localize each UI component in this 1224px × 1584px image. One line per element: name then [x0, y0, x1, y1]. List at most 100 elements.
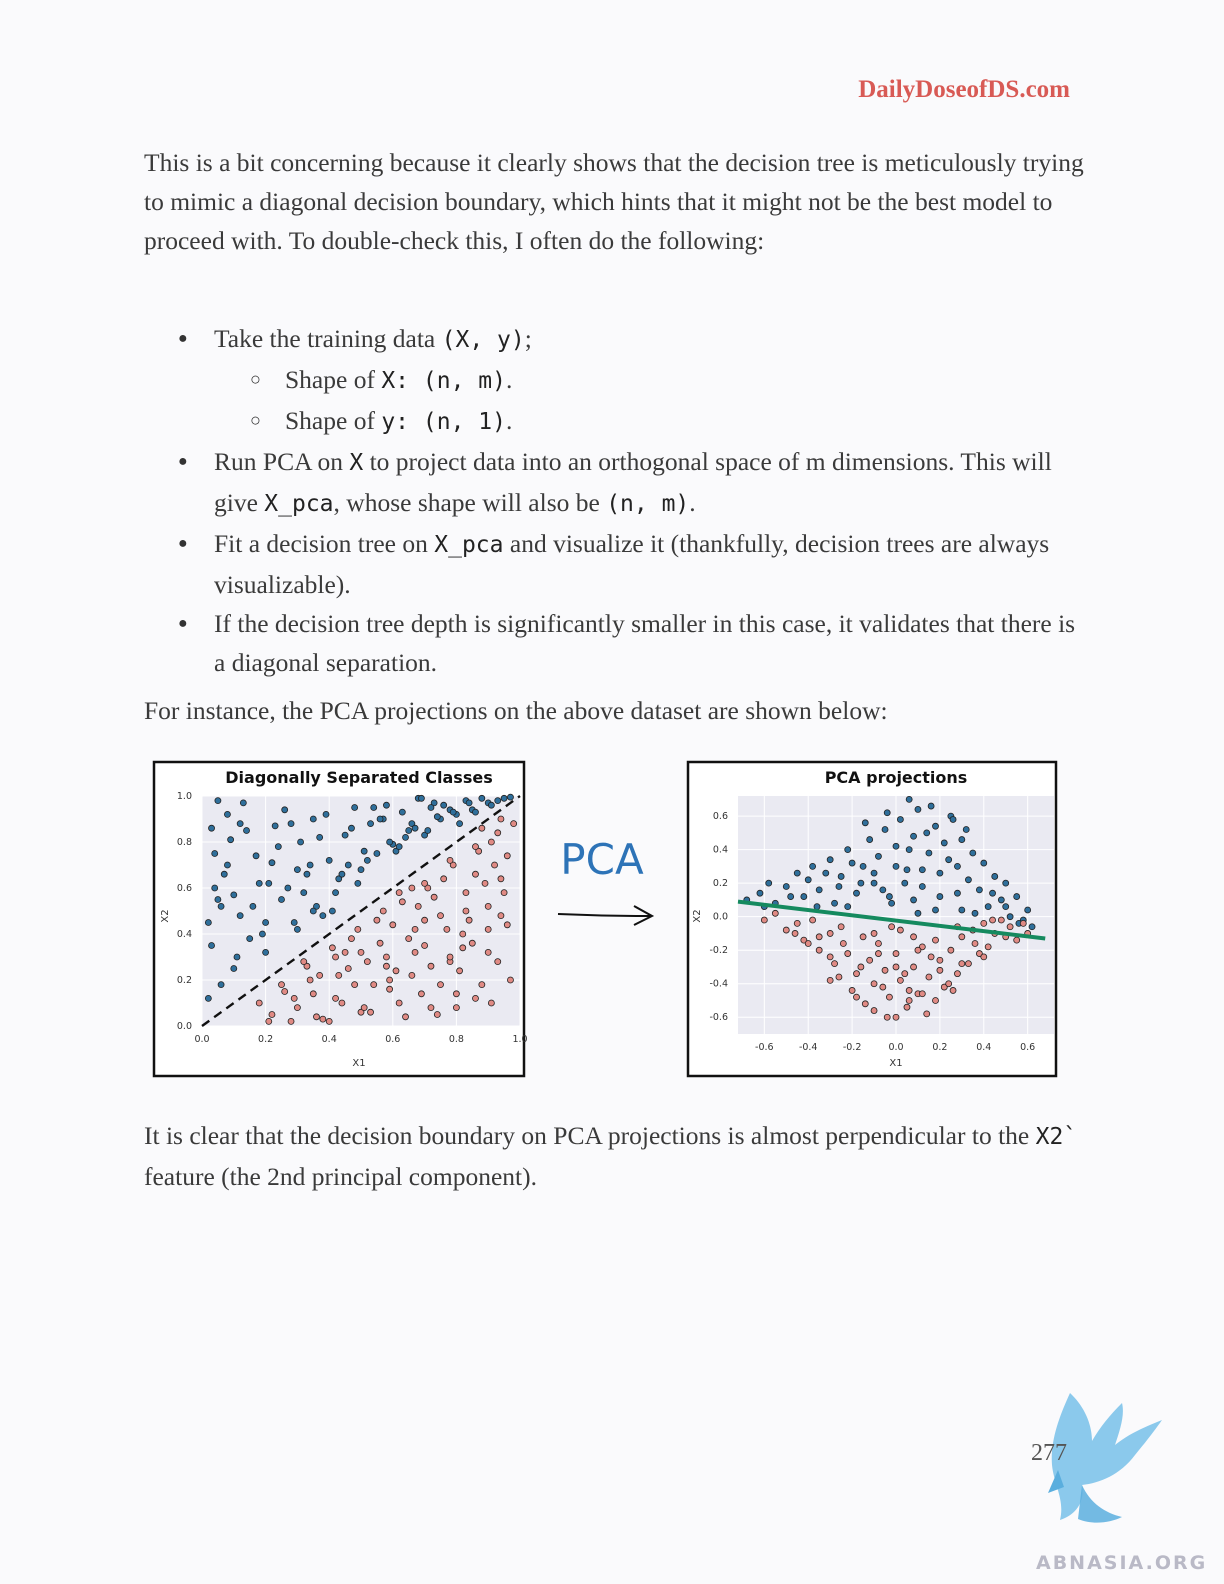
data-point-blue: [344, 861, 352, 869]
abnasia-logo-icon: [1048, 1393, 1162, 1523]
data-point-blue: [886, 893, 893, 900]
data-point-blue: [360, 847, 368, 855]
data-point-blue: [870, 869, 878, 877]
data-point-red: [303, 962, 311, 970]
data-point-red: [484, 902, 492, 910]
data-point-red: [791, 930, 799, 937]
data-point-blue: [421, 831, 429, 839]
data-point-blue: [954, 889, 961, 897]
data-point-blue: [297, 838, 304, 846]
data-point-blue: [418, 794, 425, 802]
data-point-red: [826, 953, 834, 961]
data-point-red: [861, 1000, 869, 1008]
list-item: Fit a decision tree on X_pca and visuali…: [176, 524, 1076, 604]
x-tick-label: 0.4: [976, 1042, 991, 1053]
y-tick-label: 0.0: [713, 912, 728, 923]
data-point-blue: [945, 856, 953, 864]
data-point-blue: [268, 859, 276, 867]
data-point-blue: [472, 808, 479, 816]
data-point-blue: [809, 862, 817, 870]
y-tick-label: -0.2: [709, 945, 728, 956]
data-point-red: [255, 999, 263, 1007]
data-point-red: [947, 946, 955, 954]
data-point-blue: [857, 879, 865, 887]
data-point-blue: [914, 909, 922, 917]
data-point-red: [839, 940, 847, 947]
x-tick-label: -0.4: [799, 1042, 818, 1053]
data-point-blue: [925, 849, 933, 857]
data-point-blue: [313, 902, 320, 910]
data-point-red: [503, 852, 511, 860]
data-point-blue: [262, 948, 269, 956]
data-point-red: [472, 843, 479, 850]
data-point-red: [892, 963, 900, 971]
data-point-red: [793, 919, 801, 927]
list-item: If the decision tree depth is significan…: [176, 604, 1076, 682]
site-name: DailyDoseofDS.com: [858, 76, 1070, 103]
x-tick-label: 0.2: [258, 1034, 273, 1045]
data-point-blue: [208, 824, 215, 832]
data-point-blue: [954, 862, 961, 870]
data-point-blue: [354, 879, 362, 887]
data-point-blue: [813, 903, 821, 911]
data-point-blue: [844, 846, 852, 854]
data-point-blue: [383, 801, 390, 809]
data-point-blue: [844, 903, 852, 911]
data-point-blue: [494, 797, 502, 804]
data-point-red: [782, 926, 790, 934]
data-point-blue: [290, 919, 298, 926]
data-point-blue: [923, 829, 931, 837]
data-point-red: [348, 935, 355, 943]
data-point-red: [910, 963, 917, 971]
data-point-red: [905, 997, 913, 1004]
data-point-red: [927, 953, 935, 961]
data-point-red: [835, 973, 843, 981]
data-point-blue: [265, 879, 273, 887]
data-point-red: [465, 916, 473, 924]
data-point-blue: [826, 856, 834, 864]
x-tick-label: 0.2: [932, 1042, 947, 1053]
data-point-blue: [888, 899, 896, 907]
data-point-red: [771, 909, 779, 917]
x-tick-label: 0.0: [194, 1034, 209, 1045]
data-point-red: [395, 889, 403, 897]
data-point-red: [341, 948, 349, 956]
data-point-blue: [822, 869, 830, 877]
data-point-blue: [958, 836, 966, 843]
data-point-blue: [357, 866, 365, 873]
x-tick-label: 0.8: [449, 1034, 464, 1045]
data-point-blue: [224, 861, 231, 869]
data-point-red: [888, 923, 896, 931]
data-point-red: [430, 893, 438, 901]
data-point-red: [411, 925, 419, 933]
data-point-red: [870, 930, 878, 937]
data-point-blue: [901, 879, 909, 887]
data-point-red: [309, 990, 317, 998]
data-point-red: [491, 861, 498, 869]
data-point-red: [896, 976, 904, 984]
data-point-red: [500, 889, 508, 897]
data-point-red: [421, 916, 429, 924]
data-point-red: [411, 948, 419, 956]
data-point-red: [932, 997, 939, 1004]
data-point-red: [398, 898, 406, 906]
data-point-red: [949, 987, 957, 994]
data-point-red: [446, 857, 454, 864]
data-point-blue: [405, 827, 413, 834]
data-point-red: [408, 884, 416, 892]
data-point-blue: [1013, 893, 1021, 900]
data-point-blue: [866, 836, 874, 843]
data-point-red: [883, 1013, 891, 1021]
data-point-red: [918, 990, 926, 998]
plot-area-left: 0.0 0.2 0.4 0.6 0.8 1.0 0.0 0.2 0.4 0.6 0.8 1.0: [177, 791, 528, 1045]
data-point-red: [859, 933, 867, 941]
y-axis-label-right: X2: [692, 909, 703, 922]
x-tick-label: 1.0: [512, 1034, 527, 1045]
data-point-blue: [208, 942, 215, 949]
y-tick-label: 0.0: [177, 1021, 192, 1032]
data-point-blue: [971, 909, 979, 917]
data-point-red: [958, 933, 966, 941]
data-point-red: [287, 1017, 295, 1025]
data-point-red: [389, 921, 397, 929]
data-point-red: [879, 983, 887, 991]
